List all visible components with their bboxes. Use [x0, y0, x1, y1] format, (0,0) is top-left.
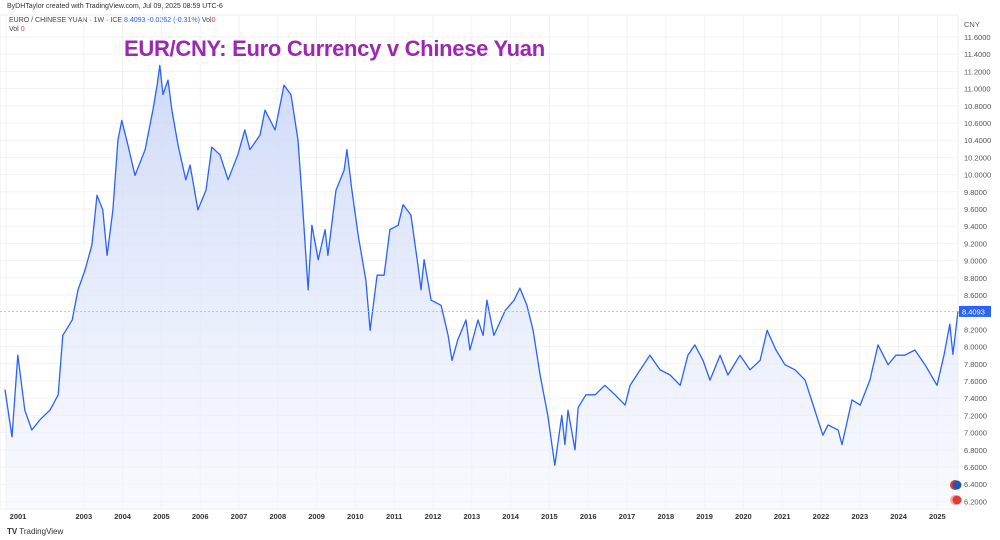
y-axis-label: CNY: [964, 20, 980, 29]
price-tag-text: 8.4093: [962, 307, 985, 316]
y-tick-label: 6.8000: [964, 446, 987, 455]
y-tick-label: 8.2000: [964, 325, 987, 334]
x-tick-label: 2003: [75, 512, 92, 521]
x-tick-label: 2024: [890, 512, 908, 521]
china-flag-icon[interactable]: [950, 495, 962, 505]
y-tick-label: 9.4000: [964, 222, 987, 231]
x-tick-label: 2004: [114, 512, 132, 521]
x-tick-label: 2012: [425, 512, 442, 521]
y-tick-label: 6.4000: [964, 480, 987, 489]
vol-inline-value: 0: [211, 17, 216, 24]
tradingview-logo[interactable]: TV TradingView: [7, 527, 63, 536]
x-tick-label: 2005: [153, 512, 170, 521]
y-tick-label: 10.4000: [964, 136, 991, 145]
x-axis[interactable]: 2001 2003 2004 2005 2006 2007 2008 2009 2010 2011…: [10, 512, 946, 521]
y-tick-label: 10.2000: [964, 153, 991, 162]
x-tick-label: 2019: [696, 512, 713, 521]
y-tick-label: 10.6000: [964, 119, 991, 128]
vol-inline-label: Vol: [201, 17, 212, 24]
y-tick-label: 10.0000: [964, 171, 991, 180]
chart-title: EUR/CNY: Euro Currency v Chinese Yuan: [124, 36, 545, 61]
y-tick-label: 7.4000: [964, 394, 987, 403]
symbol-legend: EURO / CHINESE YUAN · 1W · ICE 8.4093 -0…: [9, 16, 216, 34]
x-tick-label: 2010: [347, 512, 364, 521]
y-axis[interactable]: 11.6000 11.4000 11.2000 11.0000 10.8000 10.60…: [964, 33, 991, 506]
x-tick-label: 2014: [502, 512, 520, 521]
brand-name: TradingView: [19, 527, 64, 536]
y-tick-label: 11.6000: [964, 33, 991, 42]
vol-value: 0: [20, 26, 25, 33]
y-tick-label: 9.6000: [964, 205, 987, 214]
y-tick-label: 11.0000: [964, 85, 991, 94]
price-tag-bg: [959, 305, 991, 317]
y-tick-label: 8.8000: [964, 274, 987, 283]
x-tick-label: 2008: [269, 512, 286, 521]
y-tick-label: 7.6000: [964, 377, 987, 386]
y-tick-label: 9.2000: [964, 239, 987, 248]
x-tick-label: 2023: [851, 512, 868, 521]
y-tick-label: 8.6000: [964, 291, 987, 300]
x-tick-label: 2025: [929, 512, 946, 521]
x-tick-label: 2021: [774, 512, 791, 521]
x-tick-label: 2006: [192, 512, 209, 521]
x-tick-label: 2018: [657, 512, 674, 521]
x-tick-label: 2013: [463, 512, 480, 521]
price-change: -0.0262 (-0.31%): [147, 17, 200, 24]
x-tick-label: 2011: [386, 512, 402, 521]
y-tick-label: 11.2000: [964, 67, 991, 76]
last-price: 8.4093: [124, 17, 146, 24]
y-tick-label: 6.2000: [964, 497, 987, 506]
y-tick-label: 7.8000: [964, 360, 987, 369]
x-tick-label: 2017: [619, 512, 636, 521]
last-price-tag: 8.4093: [959, 305, 991, 317]
x-tick-label: 2007: [231, 512, 248, 521]
x-tick-label: 2020: [735, 512, 752, 521]
y-tick-label: 8.0000: [964, 343, 987, 352]
x-tick-label: 2016: [580, 512, 597, 521]
x-tick-label: 2022: [813, 512, 830, 521]
series-area: [5, 65, 958, 510]
vol-label[interactable]: Vol: [9, 26, 19, 33]
y-tick-label: 11.4000: [964, 50, 991, 59]
x-tick-label: 2001: [10, 512, 27, 521]
y-tick-label: 9.0000: [964, 257, 987, 266]
y-tick-label: 9.8000: [964, 188, 987, 197]
y-tick-label: 10.8000: [964, 102, 991, 111]
series-line: [4, 64, 959, 466]
symbol-name[interactable]: EURO / CHINESE YUAN · 1W · ICE: [9, 17, 123, 24]
attribution: ByDHTaylor created with TradingView.com,…: [7, 3, 223, 10]
x-tick-label: 2009: [308, 512, 325, 521]
y-tick-label: 7.0000: [964, 429, 987, 438]
y-tick-label: 7.2000: [964, 411, 987, 420]
x-tick-label: 2015: [541, 512, 558, 521]
y-tick-label: 6.6000: [964, 463, 987, 472]
logo-mark: TV: [7, 527, 18, 536]
euro-flag-icon[interactable]: [950, 480, 962, 490]
